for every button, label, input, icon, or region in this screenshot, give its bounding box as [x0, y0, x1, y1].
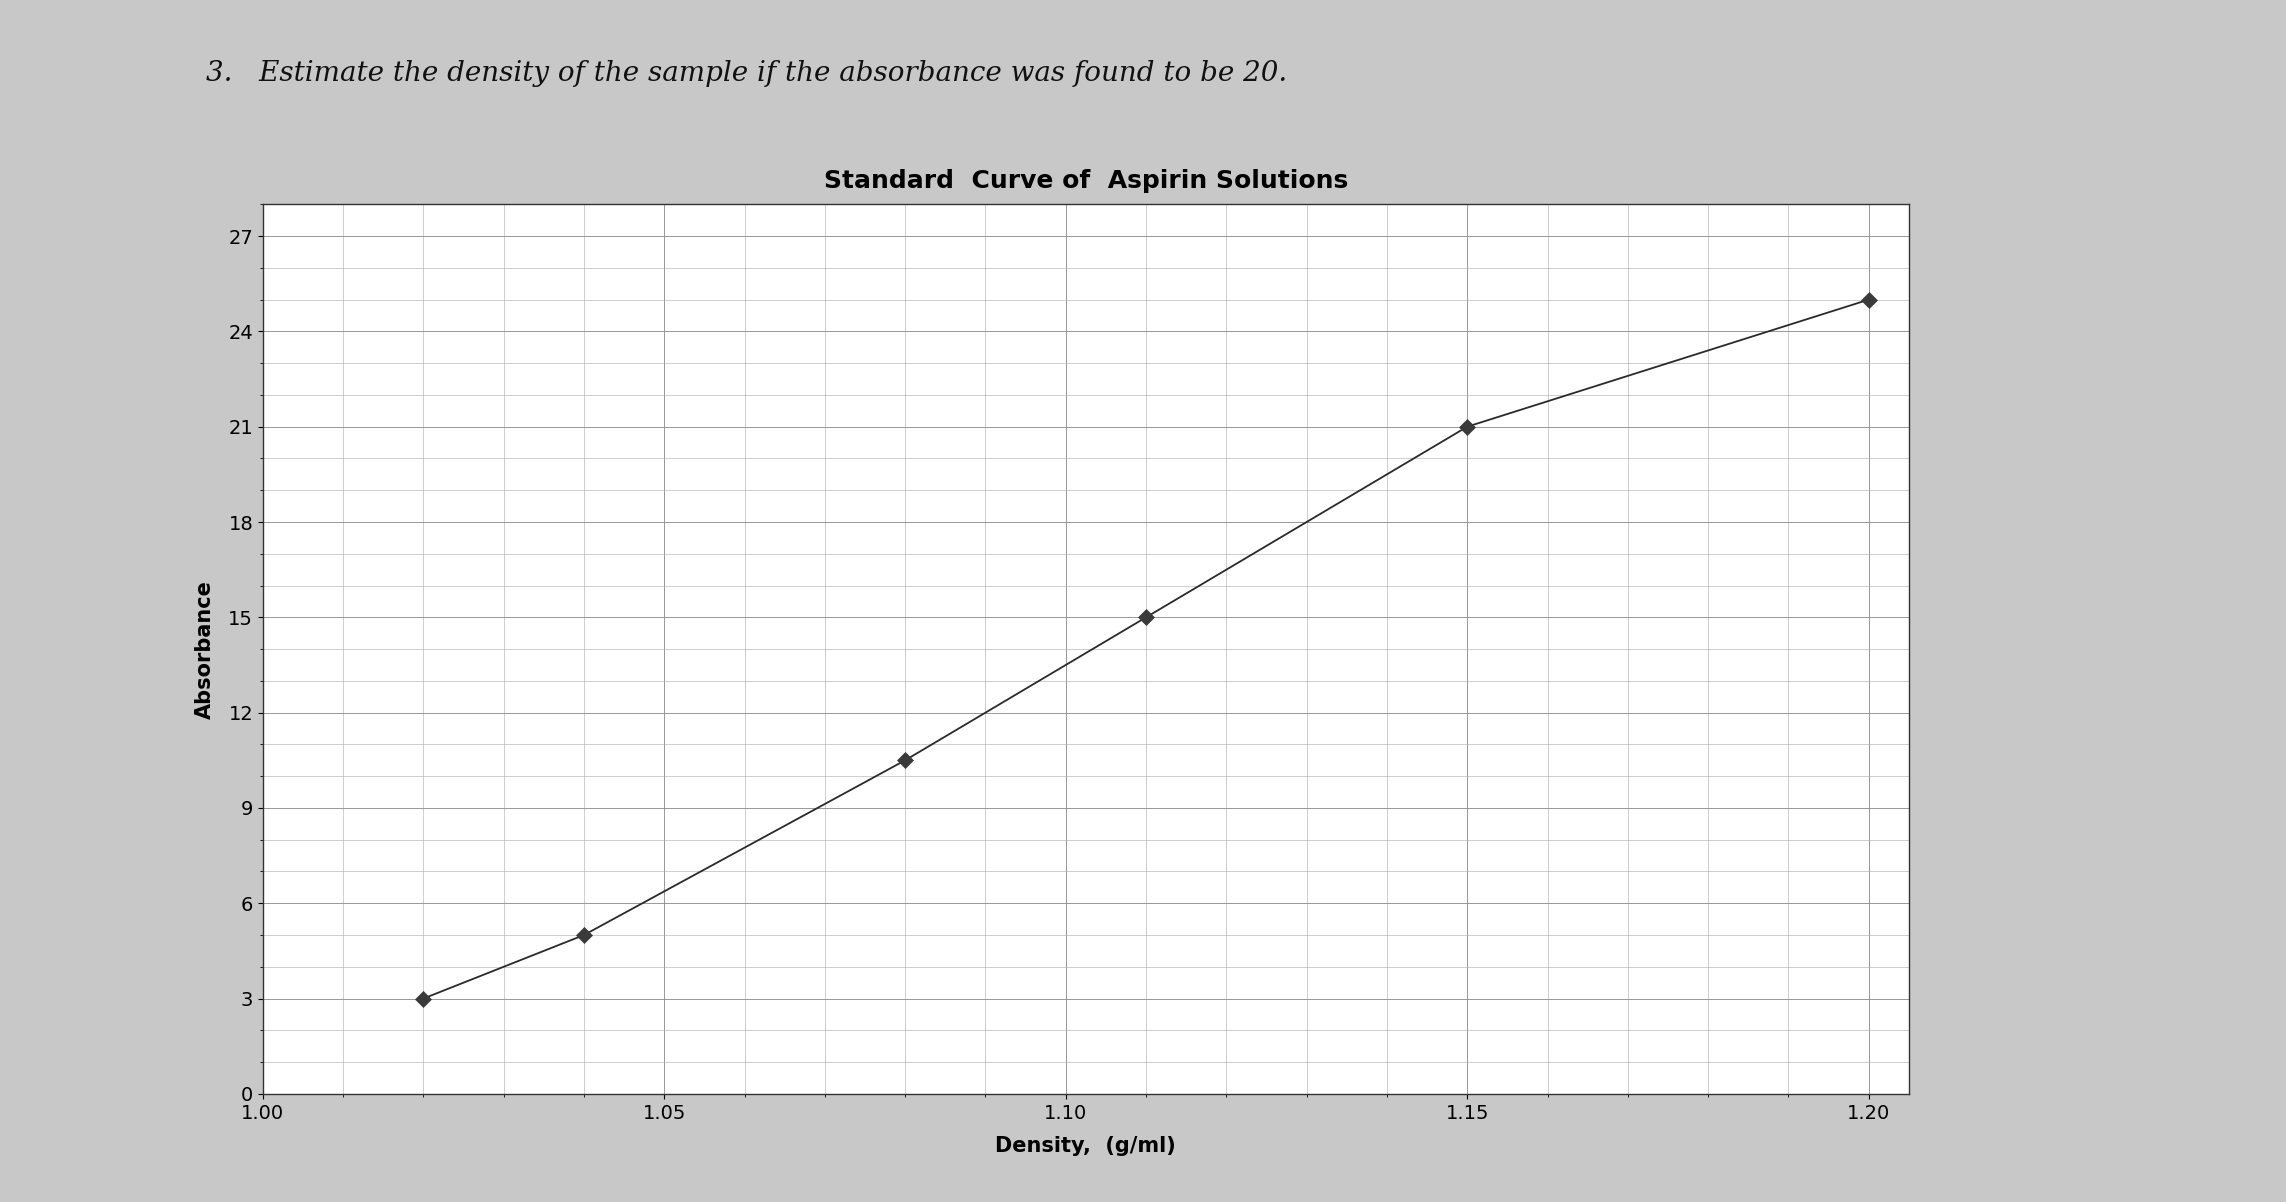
Title: Standard  Curve of  Aspirin Solutions: Standard Curve of Aspirin Solutions — [823, 168, 1349, 192]
Text: 3.   Estimate the density of the sample if the absorbance was found to be 20.: 3. Estimate the density of the sample if… — [206, 60, 1287, 87]
Y-axis label: Absorbance: Absorbance — [194, 579, 215, 719]
X-axis label: Density,  (g/ml): Density, (g/ml) — [994, 1136, 1177, 1156]
